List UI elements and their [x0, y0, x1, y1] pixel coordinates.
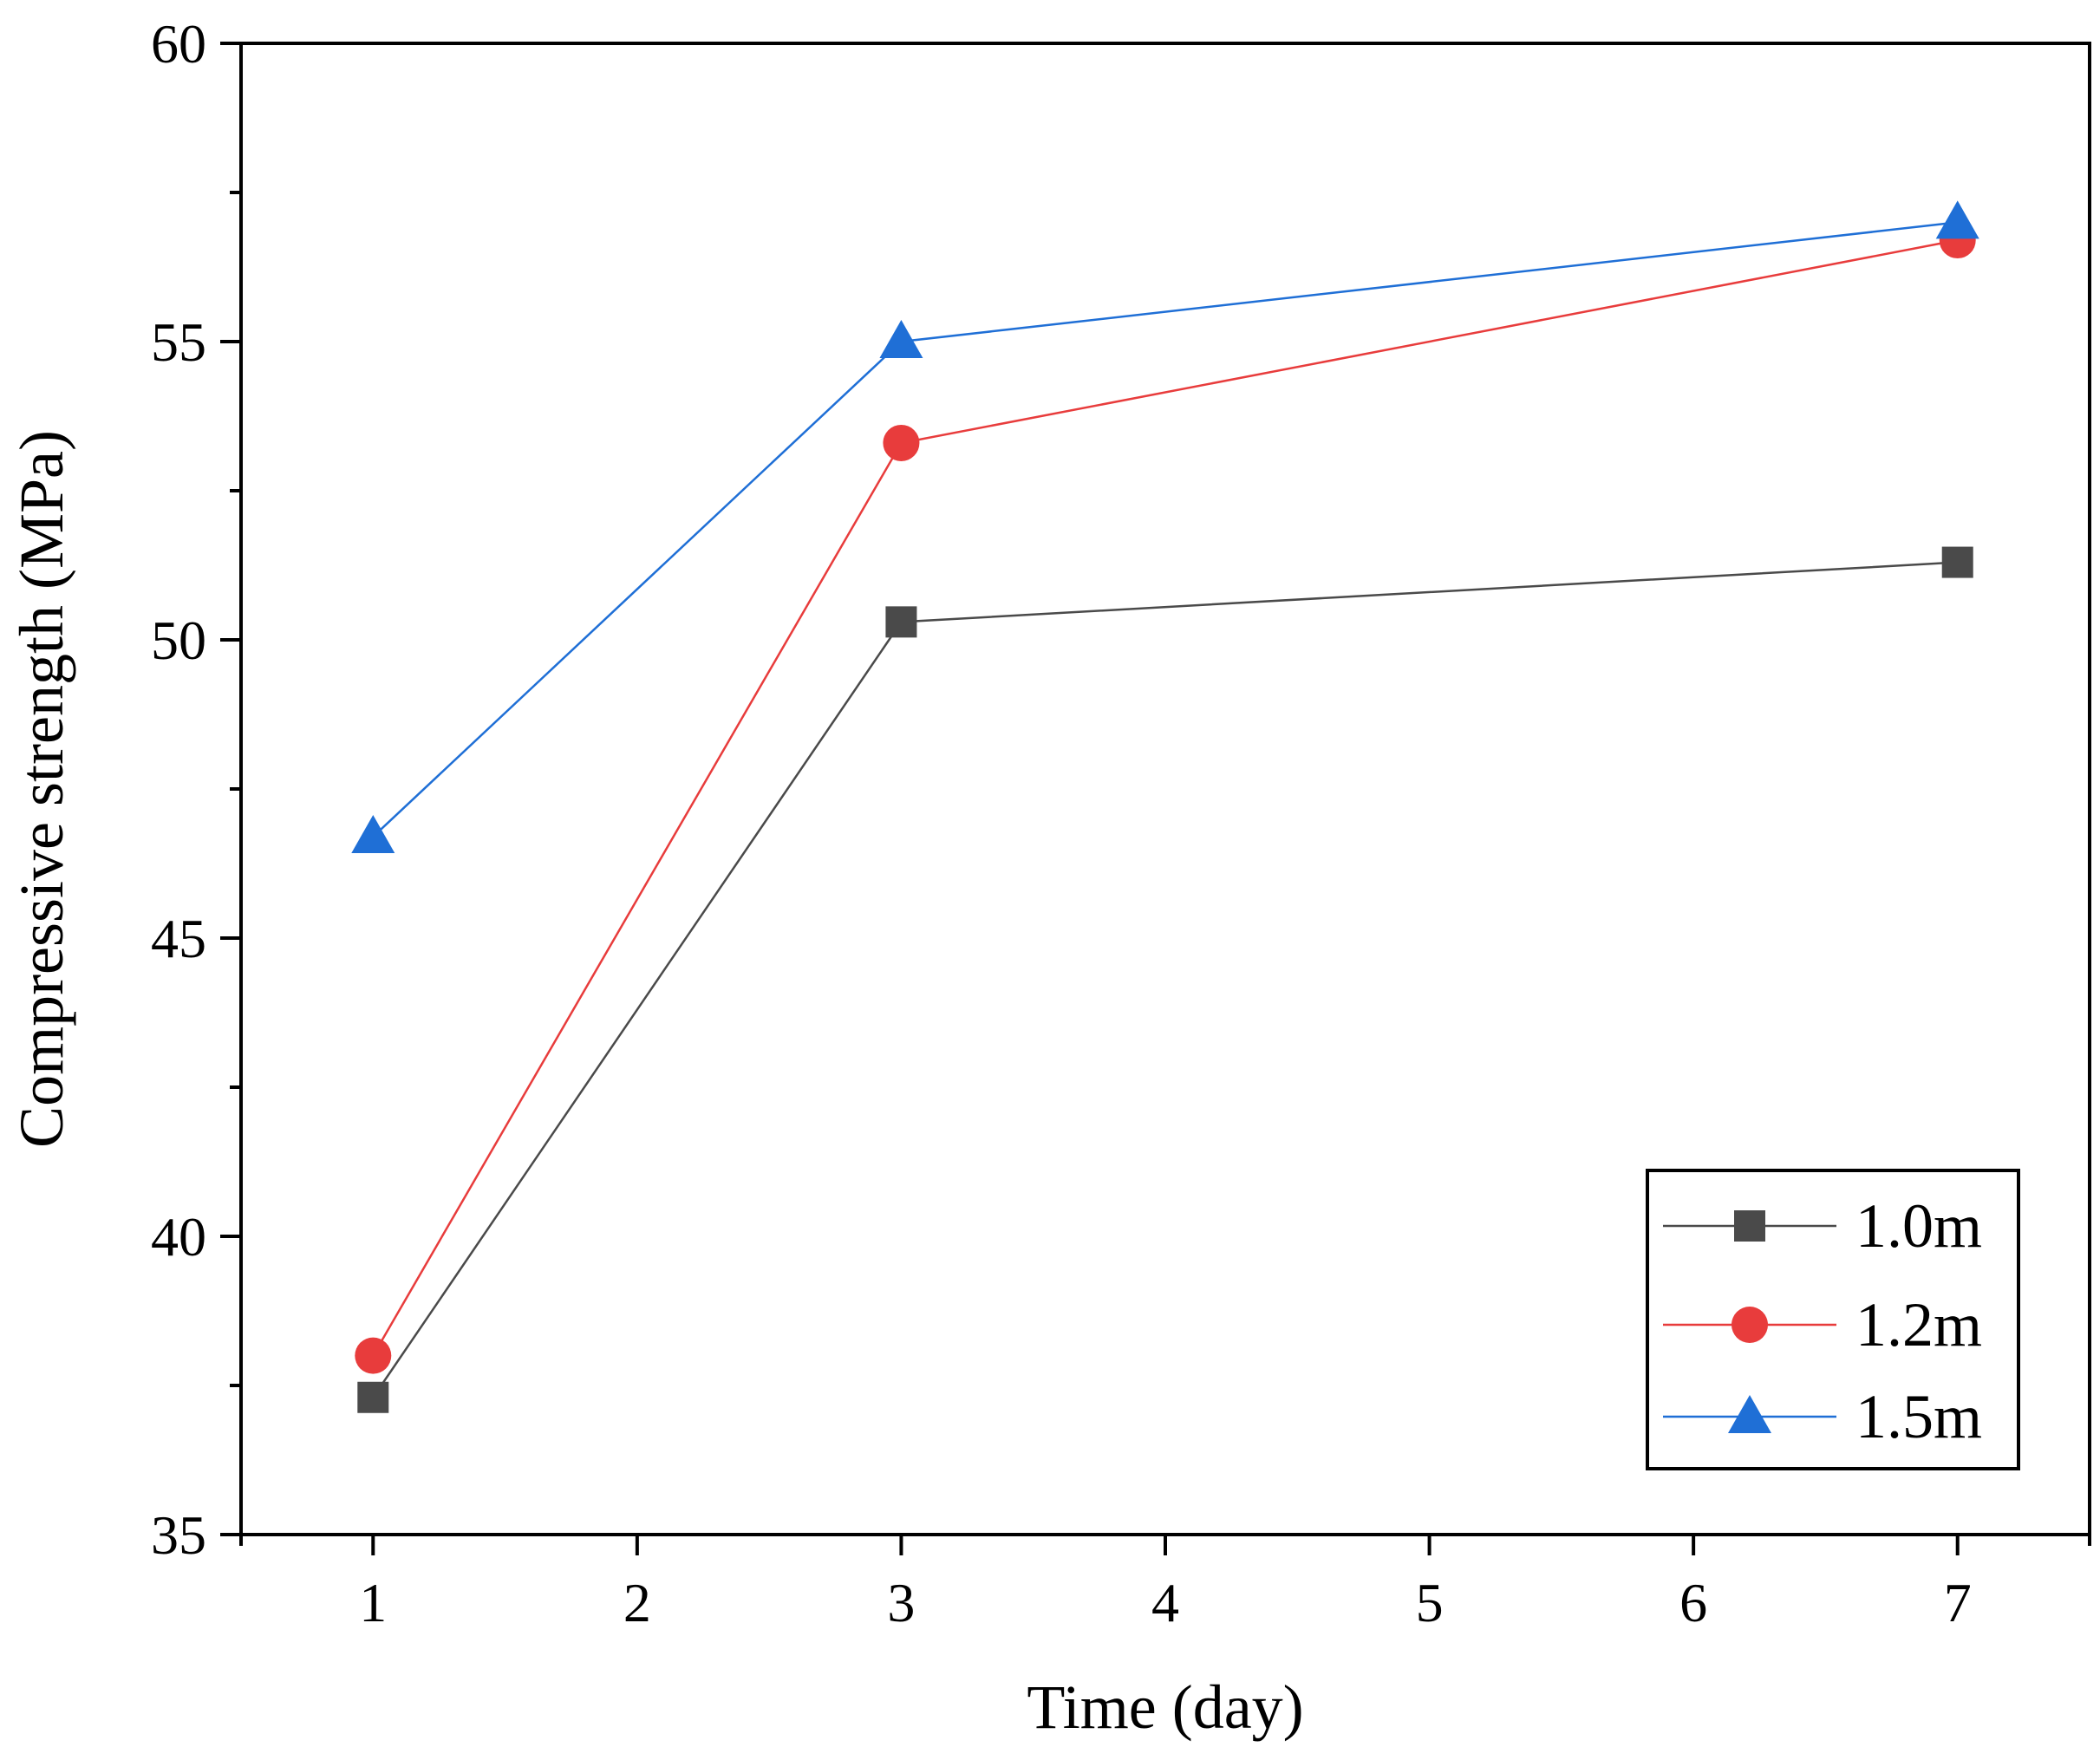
y-axis-title: Compressive strength (MPa): [7, 430, 76, 1148]
data-point-1.0m: [357, 1381, 389, 1413]
data-point-1.0m: [1941, 546, 1973, 578]
x-axis-title: Time (day): [1027, 1672, 1303, 1742]
legend-marker-1.5m: [1728, 1395, 1771, 1433]
data-point-1.2m: [883, 424, 920, 461]
legend-box: [1646, 1169, 2020, 1470]
x-tick-label: 1: [359, 1572, 387, 1633]
data-point-1.5m: [351, 815, 395, 854]
x-tick-label: 6: [1679, 1572, 1707, 1633]
legend-marker-1.2m: [1732, 1307, 1768, 1343]
y-tick-label: 50: [151, 609, 206, 671]
x-tick-label: 7: [1944, 1572, 1972, 1633]
legend-label-1.5m: 1.5m: [1855, 1382, 1982, 1451]
legend-label-1.0m: 1.0m: [1855, 1191, 1982, 1261]
legend-label-1.2m: 1.2m: [1855, 1290, 1982, 1359]
legend-entries: 1.0m 1.2m 1.5m: [1663, 1191, 1982, 1451]
series-line-1.5m: [372, 221, 1958, 838]
x-tick-label: 5: [1416, 1572, 1444, 1633]
data-point-1.0m: [885, 606, 917, 638]
y-tick-label: 40: [151, 1206, 206, 1268]
y-tick-label: 55: [151, 311, 206, 373]
series-markers: [351, 200, 1979, 1413]
y-tick-label: 45: [151, 908, 206, 969]
x-tick-label: 2: [623, 1572, 651, 1633]
legend-marker-1.0m: [1734, 1210, 1765, 1242]
x-tick-label: 4: [1151, 1572, 1179, 1633]
legend: 1.0m 1.2m 1.5m: [1646, 1169, 2020, 1470]
x-tick-label: 3: [887, 1572, 915, 1633]
y-tick-label: 60: [151, 13, 206, 75]
y-tick-label: 35: [151, 1504, 206, 1566]
data-point-1.2m: [355, 1337, 392, 1374]
data-point-1.5m: [879, 320, 923, 358]
data-point-1.5m: [1935, 200, 1979, 239]
